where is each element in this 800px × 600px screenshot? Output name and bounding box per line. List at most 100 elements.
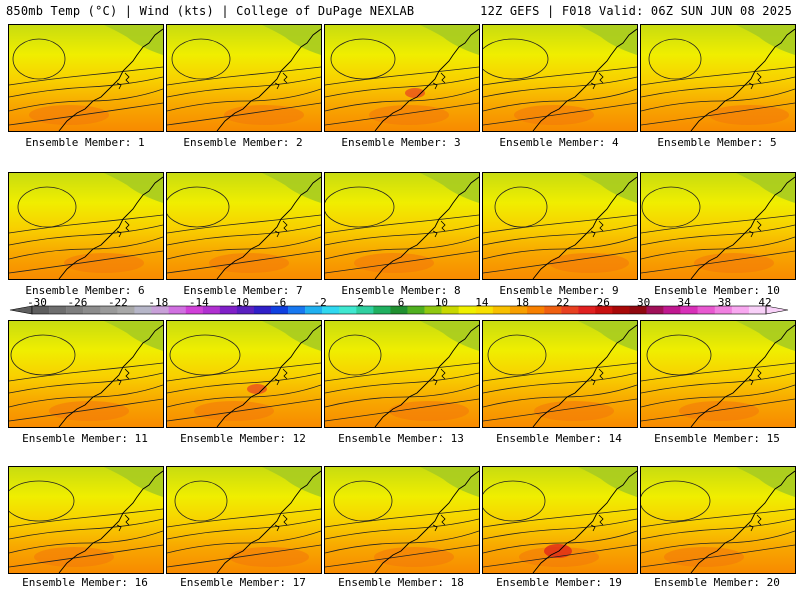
ensemble-member-map [166,466,322,574]
colorbar-segment [475,306,494,314]
ensemble-member-label: Ensemble Member: 11 [22,432,148,445]
colorbar-segment [373,306,391,314]
ensemble-member-map [8,320,164,428]
temperature-colorbar [9,305,789,315]
colorbar-segment [270,306,289,314]
ensemble-member-map [166,172,322,280]
ensemble-member-label: Ensemble Member: 19 [496,576,622,589]
colorbar-segment [697,306,715,314]
ensemble-member-map [324,320,480,428]
colorbar-segment [219,306,238,314]
colorbar-segment [492,306,511,314]
colorbar-segment [168,306,186,314]
colorbar-tick-label: 34 [677,296,691,309]
ensemble-member-map [482,172,638,280]
colorbar-segment [646,306,664,314]
ensemble-member-label: Ensemble Member: 17 [180,576,306,589]
colorbar-tick-label: 18 [515,296,529,309]
colorbar-tick-label: -14 [188,296,209,309]
colorbar-tick-label: 22 [556,296,570,309]
ensemble-member-label: Ensemble Member: 5 [657,136,777,149]
ensemble-member-map [640,172,796,280]
colorbar-segment [407,306,425,314]
colorbar-segment [731,306,750,314]
colorbar-segment [253,306,272,314]
colorbar-segment [509,306,528,314]
colorbar-segment [629,306,647,314]
colorbar-segment [151,306,169,314]
ensemble-member-label: Ensemble Member: 8 [341,284,461,297]
colorbar-segment [561,306,579,314]
ensemble-member-label: Ensemble Member: 20 [654,576,780,589]
colorbar-tick-label: -10 [229,296,250,309]
colorbar-segment [356,306,374,314]
colorbar-segment [578,306,596,314]
colorbar-segment [117,306,135,314]
colorbar-tick-label: 42 [758,296,772,309]
ensemble-member-map [482,24,638,132]
ensemble-member-map [640,24,796,132]
colorbar-tick-label: -26 [67,296,88,309]
colorbar-segment [595,306,613,314]
ensemble-member-label: Ensemble Member: 4 [499,136,619,149]
ensemble-member-map [640,320,796,428]
ensemble-member-label: Ensemble Member: 7 [183,284,303,297]
colorbar-tick-label: 10 [434,296,449,309]
colorbar-tick-label: 30 [637,296,651,309]
ensemble-member-label: Ensemble Member: 16 [22,576,148,589]
ensemble-member-label: Ensemble Member: 10 [654,284,780,297]
ensemble-member-label: Ensemble Member: 12 [180,432,306,445]
colorbar-segment [663,306,681,314]
ensemble-member-label: Ensemble Member: 14 [496,432,622,445]
ensemble-member-label: Ensemble Member: 18 [338,576,464,589]
colorbar-tick-label: 38 [717,296,732,309]
colorbar-segment [424,306,442,314]
ensemble-member-map [482,320,638,428]
colorbar-tick-label: 26 [596,296,610,309]
colorbar-segment [458,306,477,314]
colorbar-segment [527,306,545,314]
ensemble-member-label: Ensemble Member: 6 [25,284,145,297]
ensemble-member-map [324,172,480,280]
colorbar-segment [339,306,357,314]
ensemble-member-label: Ensemble Member: 13 [338,432,464,445]
colorbar-segment [288,306,306,314]
colorbar-segment [185,306,203,314]
ensemble-member-map [8,466,164,574]
colorbar-tick-label: 14 [475,296,489,309]
colorbar-segment [134,306,152,314]
colorbar-tick-label: 6 [397,296,405,309]
colorbar-segment [390,306,408,314]
ensemble-member-map [324,466,480,574]
colorbar-segment [32,306,50,314]
colorbar-segment [544,306,562,314]
ensemble-member-map [8,24,164,132]
ensemble-member-label: Ensemble Member: 3 [341,136,461,149]
ensemble-member-map [166,24,322,132]
colorbar-segment [66,306,84,314]
ensemble-member-label: Ensemble Member: 15 [654,432,780,445]
ensemble-member-label: Ensemble Member: 2 [183,136,303,149]
colorbar-segment [714,306,733,314]
colorbar-segment [748,306,767,314]
colorbar-segment [322,306,340,314]
ensemble-member-map [8,172,164,280]
colorbar-segment [441,306,459,314]
colorbar-segment [305,306,323,314]
colorbar-segment [680,306,698,314]
colorbar-segment [49,306,67,314]
colorbar-tick-label: -6 [273,296,287,309]
ensemble-member-map [640,466,796,574]
colorbar-segment [83,306,101,314]
colorbar-tick-label: -22 [107,296,128,309]
ensemble-member-map [324,24,480,132]
colorbar-tick-label: -18 [148,296,169,309]
colorbar-segment [202,306,220,314]
ensemble-member-label: Ensemble Member: 9 [499,284,619,297]
ensemble-member-label: Ensemble Member: 1 [25,136,145,149]
colorbar-tick-label: -30 [27,296,47,309]
chart-title: 850mb Temp (°C) | Wind (kts) | College o… [6,4,415,18]
colorbar-tick-label: -2 [313,296,327,309]
colorbar-segment [612,306,630,314]
model-run-info: 12Z GEFS | F018 Valid: 06Z SUN JUN 08 20… [480,4,792,18]
